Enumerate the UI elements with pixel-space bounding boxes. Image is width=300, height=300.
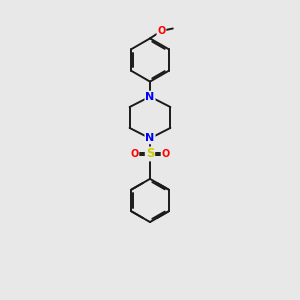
Text: O: O: [157, 26, 166, 36]
Text: S: S: [146, 148, 154, 160]
Text: O: O: [130, 149, 139, 159]
Text: N: N: [146, 92, 154, 102]
Text: O: O: [161, 149, 170, 159]
Text: N: N: [146, 134, 154, 143]
